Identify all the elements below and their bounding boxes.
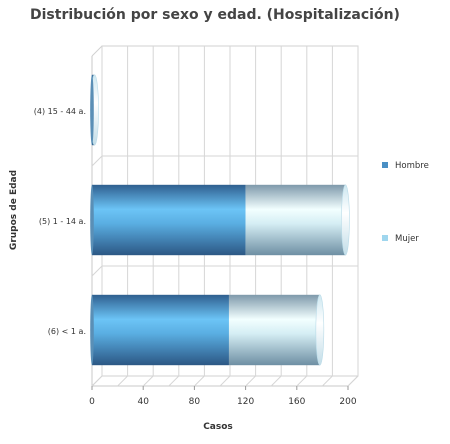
x-axis-title: Casos bbox=[203, 422, 233, 432]
y-axis-categories: (4) 15 - 44 a. (5) 1 - 14 a. (6) < 1 a. bbox=[34, 107, 86, 336]
x-axis-ticks: 0 40 80 120 160 200 bbox=[89, 386, 357, 407]
grid-floor-line bbox=[296, 375, 308, 387]
legend-swatch-hombre bbox=[382, 162, 388, 168]
x-tick-label: 160 bbox=[288, 397, 305, 407]
bar-end-cap bbox=[341, 184, 350, 256]
bar-start-cap bbox=[90, 184, 94, 256]
x-tick-label: 0 bbox=[89, 397, 95, 407]
grid-floor-line bbox=[245, 375, 256, 387]
depth-line-top bbox=[91, 45, 103, 57]
grid-floor-line bbox=[270, 375, 282, 387]
chart-title: Distribución por sexo y edad. (Hospitali… bbox=[30, 7, 400, 23]
x-tick-label: 200 bbox=[339, 397, 356, 407]
x-tick-label: 120 bbox=[237, 397, 254, 407]
y-category-label: (6) < 1 a. bbox=[48, 327, 86, 336]
y-axis-title: Grupos de Edad bbox=[9, 170, 19, 250]
bar-start-cap bbox=[90, 294, 94, 366]
legend-label-hombre: Hombre bbox=[395, 161, 429, 171]
bar-hombre-2[interactable] bbox=[92, 294, 229, 366]
grid-floor-line bbox=[347, 375, 359, 387]
x-tick-label: 80 bbox=[189, 397, 201, 407]
grid-depth-line bbox=[91, 155, 103, 167]
x-tick-label: 40 bbox=[137, 397, 149, 407]
grid-floor-line bbox=[219, 375, 231, 387]
bar-end-cap bbox=[315, 294, 325, 366]
bars-layer bbox=[90, 74, 350, 366]
legend-swatch-mujer bbox=[382, 235, 388, 241]
y-category-label: (4) 15 - 44 a. bbox=[34, 107, 86, 116]
grid-floor-line bbox=[142, 375, 154, 387]
grid-floor-line bbox=[117, 375, 128, 387]
legend: Hombre Mujer bbox=[382, 161, 429, 244]
bar-hombre-1[interactable] bbox=[92, 184, 246, 256]
bar-mujer-2[interactable] bbox=[228, 294, 320, 366]
grid-depth-line bbox=[91, 265, 103, 277]
grid-floor-line bbox=[322, 375, 333, 387]
grid-floor-line bbox=[168, 375, 180, 387]
grid-floor-line bbox=[194, 375, 205, 387]
bar-mujer-1[interactable] bbox=[245, 184, 346, 256]
grid-floor-line bbox=[91, 375, 103, 387]
bar-start-cap bbox=[90, 74, 94, 146]
legend-label-mujer: Mujer bbox=[395, 234, 419, 244]
y-category-label: (5) 1 - 14 a. bbox=[39, 217, 86, 226]
